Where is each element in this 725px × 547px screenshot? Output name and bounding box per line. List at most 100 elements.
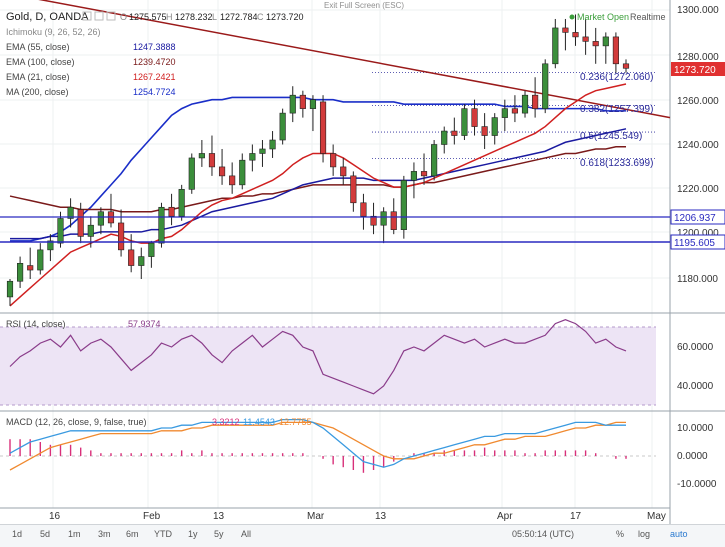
symbol-eye-icon[interactable]: [94, 11, 104, 21]
symbol-close-icon[interactable]: [106, 11, 116, 21]
candle-body-46: [471, 108, 478, 127]
indicator-ema55-value: 1247.3888: [133, 42, 176, 52]
candle-body-60: [612, 36, 619, 65]
timeframe-ytd[interactable]: YTD: [154, 529, 172, 539]
level-tag-1206-text: 1206.937: [674, 213, 716, 224]
candle-body-15: [158, 206, 165, 244]
candle-body-22: [229, 175, 236, 186]
timeframe-6m[interactable]: 6m: [126, 529, 139, 539]
exit-fullscreen-tip[interactable]: Exit Full Screen (ESC): [323, 1, 405, 10]
indicator-ema100-value: 1239.4720: [133, 57, 176, 67]
time-tick-17: 17: [570, 511, 582, 522]
time-tick-feb: Feb: [143, 511, 161, 522]
candle-body-23: [239, 159, 246, 186]
candle-body-26: [269, 139, 276, 150]
ohlc-o-value: 1275.575: [129, 12, 167, 22]
candle-body-39: [400, 180, 407, 230]
rsi-band: [0, 327, 656, 405]
candle-body-29: [299, 94, 306, 109]
candle-body-6: [67, 206, 74, 219]
macd-layer: [9, 418, 627, 473]
macd-value-macd: 11.4543: [243, 417, 275, 427]
candle-body-44: [451, 130, 458, 136]
time-tick-apr: Apr: [497, 511, 513, 522]
candle-body-55: [562, 27, 569, 33]
price-tick-1280: 1280.000: [677, 52, 719, 63]
candle-body-5: [57, 218, 64, 244]
level-tag-1206: [670, 209, 725, 225]
ohlc-c-label: C: [257, 12, 264, 22]
log-toggle[interactable]: log: [638, 529, 651, 539]
candle-body-52: [532, 94, 539, 109]
rsi-legend[interactable]: RSI (14, close): [6, 319, 66, 329]
price-tick-1220: 1220.000: [677, 184, 719, 195]
fib-label-0382: 0.382(1257.399): [580, 104, 653, 115]
candle-body-59: [602, 36, 609, 47]
candle-body-25: [259, 148, 266, 154]
timeframe-5d[interactable]: 5d: [40, 529, 51, 539]
ema100-line: [9, 145, 626, 213]
utc-clock: 05:50:14 (UTC): [512, 529, 575, 539]
candle-body-30: [309, 99, 317, 109]
macd-value-signal: 12.7755: [279, 417, 312, 427]
candle-body-14: [148, 242, 155, 257]
candle-body-45: [461, 108, 468, 136]
level-tag-1195: [670, 234, 725, 250]
candle-body-21: [218, 166, 226, 177]
candle-body-3: [37, 249, 44, 271]
candle-body-50: [511, 108, 518, 114]
indicator-ichimoku[interactable]: Ichimoku (9, 26, 52, 26): [6, 27, 101, 37]
timeframe-1y[interactable]: 1y: [188, 529, 198, 539]
timeframe-all[interactable]: All: [241, 529, 252, 539]
fib-label-05: 0.5(1245.549): [580, 131, 642, 142]
timeframe-1m[interactable]: 1m: [68, 529, 81, 539]
market-status: Market Open: [577, 12, 629, 22]
level-tag-1195-text: 1195.605: [674, 238, 715, 249]
indicator-ema21[interactable]: EMA (21, close): [6, 72, 70, 82]
price-tick-1180: 1180.000: [677, 274, 718, 285]
candle-body-9: [97, 211, 104, 226]
candle-body-43: [441, 130, 448, 145]
candle-body-41: [420, 171, 428, 177]
auto-toggle[interactable]: auto: [670, 529, 688, 539]
indicator-ma200[interactable]: MA (200, close): [6, 87, 69, 97]
candle-body-17: [178, 189, 185, 217]
candle-body-12: [128, 249, 135, 266]
trendline[interactable]: [0, 0, 671, 119]
time-tick-mar: Mar: [307, 511, 325, 522]
price-tick-1260: 1260.000: [677, 96, 719, 107]
candle-body-42: [431, 144, 438, 177]
rsi-tick-40: 40.0000: [677, 381, 714, 392]
timeframe-1d[interactable]: 1d: [12, 529, 23, 539]
ohlc-l-value: 1272.784: [220, 12, 258, 22]
macd-tick-0: 0.0000: [677, 451, 708, 462]
price-tick-1300: 1300.000: [677, 5, 719, 16]
rsi-layer: [9, 319, 627, 395]
time-tick-may: May: [647, 511, 666, 522]
timeframe-5y[interactable]: 5y: [214, 529, 224, 539]
symbol-title[interactable]: Gold, D, OANDA: [6, 11, 89, 23]
candle-body-49: [501, 108, 508, 118]
candle-body-38: [390, 211, 397, 230]
indicator-ema55[interactable]: EMA (55, close): [6, 42, 70, 52]
ema21-line: [9, 83, 627, 307]
chart-background: [0, 0, 670, 524]
ohlc-l-label: L: [212, 12, 217, 22]
candle-body-57: [582, 36, 589, 42]
candle-body-36: [370, 215, 377, 226]
candle-body-28: [289, 94, 296, 114]
ohlc-h-value: 1278.232: [175, 12, 213, 22]
candle-body-18: [188, 157, 195, 190]
macd-legend[interactable]: MACD (12, 26, close, 9, false, true): [6, 417, 147, 427]
indicator-ema100[interactable]: EMA (100, close): [6, 57, 75, 67]
macd-tick-10: 10.0000: [677, 423, 714, 434]
candle-body-32: [330, 153, 337, 168]
timeframe-3m[interactable]: 3m: [98, 529, 111, 539]
candle-body-56: [572, 32, 579, 38]
ema55-line: [10, 128, 627, 240]
rsi-line: [9, 319, 627, 395]
macd-line: [9, 418, 626, 468]
symbol-settings-icon[interactable]: [82, 11, 92, 21]
percent-toggle[interactable]: %: [616, 529, 625, 539]
